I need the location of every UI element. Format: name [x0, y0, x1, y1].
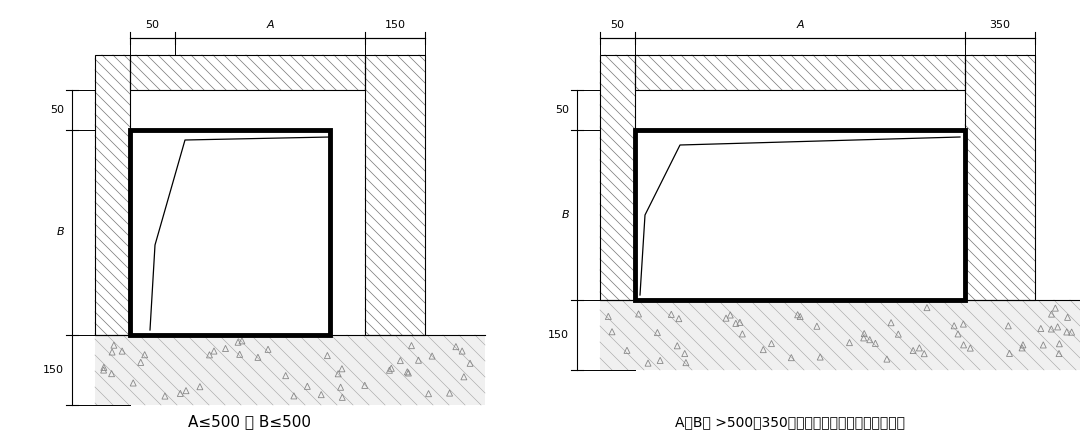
- Text: 150: 150: [43, 365, 64, 375]
- Bar: [130, 130, 330, 335]
- Text: 50: 50: [50, 105, 64, 115]
- Text: 50: 50: [610, 20, 624, 30]
- Bar: [130, 55, 365, 90]
- Bar: [95, 55, 130, 335]
- Text: B: B: [56, 227, 64, 237]
- Bar: [95, 335, 485, 405]
- Bar: [365, 55, 426, 335]
- Text: 50: 50: [145, 20, 159, 30]
- Bar: [600, 300, 1080, 370]
- Bar: [635, 55, 966, 90]
- Bar: [600, 55, 635, 300]
- Bar: [635, 130, 966, 300]
- Text: 350: 350: [989, 20, 1011, 30]
- Text: B: B: [562, 210, 569, 220]
- Text: A: A: [266, 20, 274, 30]
- Bar: [130, 55, 365, 90]
- Text: 50: 50: [555, 105, 569, 115]
- Bar: [365, 55, 426, 335]
- Text: A≤500 或 B≤500: A≤500 或 B≤500: [189, 415, 311, 430]
- Text: 150: 150: [548, 330, 569, 340]
- Bar: [95, 55, 130, 335]
- Bar: [966, 55, 1035, 300]
- Bar: [966, 55, 1035, 300]
- Text: 150: 150: [384, 20, 405, 30]
- Text: A、B均 >500（350的安装空间原则上做在短边处）: A、B均 >500（350的安装空间原则上做在短边处）: [675, 415, 905, 429]
- Bar: [600, 55, 635, 300]
- Text: A: A: [796, 20, 804, 30]
- Bar: [635, 55, 966, 90]
